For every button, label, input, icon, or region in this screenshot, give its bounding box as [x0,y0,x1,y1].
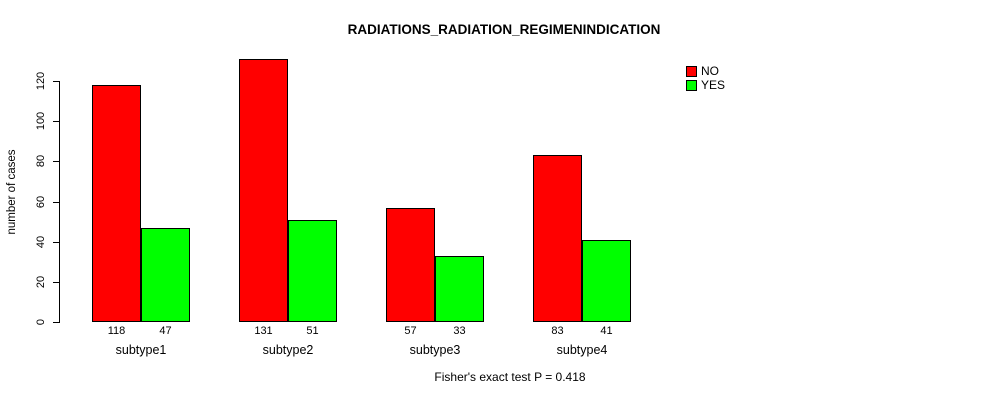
x-category-label: subtype1 [115,343,167,357]
footer-note: Fisher's exact test P = 0.418 [434,370,586,384]
bar-yes-subtype2 [288,219,337,322]
y-tick-label: 0 [35,318,47,326]
y-tick-label: 60 [35,195,47,208]
bar-value-label: 83 [551,325,564,337]
bar-value-label: 118 [107,325,126,337]
y-tick [53,81,60,83]
y-tick-label: 40 [35,235,47,248]
y-tick [53,241,60,243]
y-tick [53,121,60,123]
legend-swatch-yes [686,80,697,91]
bar-value-label: 51 [306,325,319,337]
x-category-label: subtype2 [262,343,314,357]
x-category-label: subtype4 [556,343,608,357]
bar-value-label: 47 [159,325,172,337]
bar-yes-subtype4 [582,239,631,322]
bar-no-subtype1 [92,85,141,322]
y-axis-label: number of cases [6,149,18,235]
bar-yes-subtype3 [435,255,484,322]
bar-value-label: 41 [600,325,613,337]
bar-yes-subtype1 [141,227,190,322]
bar-value-label: 33 [453,325,466,337]
legend-label: NO [701,64,719,78]
legend-label: YES [701,78,726,92]
chart-title: RADIATIONS_RADIATION_REGIMENINDICATION [347,22,661,37]
y-tick [53,161,60,163]
y-tick-label: 80 [35,155,47,168]
y-tick [53,281,60,283]
bar-no-subtype2 [239,59,288,322]
y-tick-label: 20 [35,275,47,288]
y-tick [53,322,60,323]
y-tick [53,201,60,203]
legend-swatch-no [686,66,697,77]
bar-value-label: 57 [404,325,417,337]
bar-no-subtype3 [386,207,435,322]
bar-value-label: 131 [254,325,273,337]
x-category-label: subtype3 [409,343,461,357]
y-tick-label: 100 [35,112,47,131]
y-tick-label: 120 [35,71,47,91]
bar-no-subtype4 [533,155,582,322]
